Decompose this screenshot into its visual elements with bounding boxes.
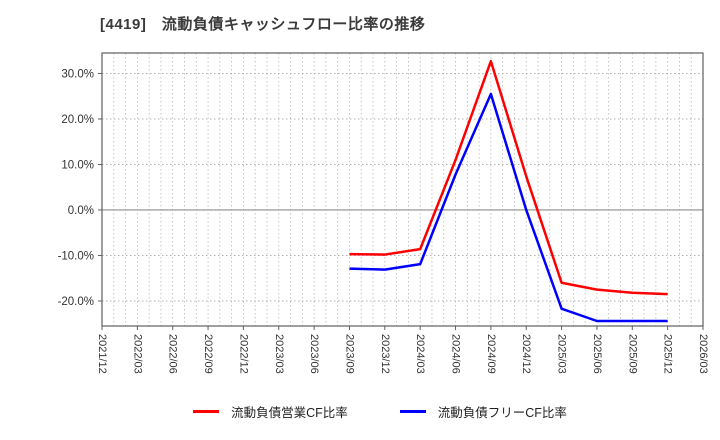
y-axis-tick-label: 30.0% xyxy=(61,68,94,80)
y-axis-tick-label: 20.0% xyxy=(61,114,94,126)
x-axis-tick-label: 2021/12 xyxy=(96,334,108,374)
x-axis-tick-label: 2024/06 xyxy=(450,334,462,374)
x-axis-tick-label: 2026/03 xyxy=(697,334,709,374)
x-axis-tick-label: 2024/03 xyxy=(414,334,426,374)
x-axis-tick-label: 2025/12 xyxy=(662,334,674,374)
series-line-free-cf-ratio xyxy=(349,92,668,323)
blue-line-swatch xyxy=(399,410,426,413)
x-axis-tick-label: 2022/03 xyxy=(131,334,143,374)
x-axis-tick-label: 2022/12 xyxy=(237,334,249,374)
x-axis-tick-label: 2023/06 xyxy=(308,334,320,374)
y-axis-tick-label: -20.0% xyxy=(58,296,94,308)
x-axis-tick-label: 2024/09 xyxy=(485,334,497,374)
y-axis-tick-label: 0.0% xyxy=(68,205,94,217)
x-axis-tick-label: 2022/09 xyxy=(202,334,214,374)
red-line-swatch xyxy=(193,410,220,413)
x-axis-tick-label: 2023/12 xyxy=(379,334,391,374)
x-axis-tick-label: 2025/03 xyxy=(556,334,568,374)
y-axis-tick-label: -10.0% xyxy=(58,250,94,262)
x-axis-tick-label: 2023/03 xyxy=(273,334,285,374)
legend-label-free-cf-ratio: 流動負債フリーCF比率 xyxy=(437,406,567,420)
chart-legend: 流動負債営業CF比率 流動負債フリーCF比率 xyxy=(20,402,720,421)
chart-title: [4419] 流動負債キャッシュフロー比率の推移 xyxy=(100,16,426,33)
legend-label-operating-cf-ratio: 流動負債営業CF比率 xyxy=(231,406,348,420)
plot-border xyxy=(101,52,704,327)
legend-item-free-cf-ratio: 流動負債フリーCF比率 xyxy=(399,402,567,421)
x-axis-tick-label: 2023/09 xyxy=(343,334,355,374)
x-axis-tick-label: 2025/06 xyxy=(591,334,603,374)
x-axis-tick-label: 2024/12 xyxy=(520,334,532,374)
y-axis-tick-label: 10.0% xyxy=(61,159,94,171)
series-line-operating-cf-ratio xyxy=(349,59,668,296)
x-axis-tick-label: 2025/09 xyxy=(626,334,638,374)
x-axis-tick-label: 2022/06 xyxy=(167,334,179,374)
legend-item-operating-cf-ratio: 流動負債営業CF比率 xyxy=(193,402,348,421)
